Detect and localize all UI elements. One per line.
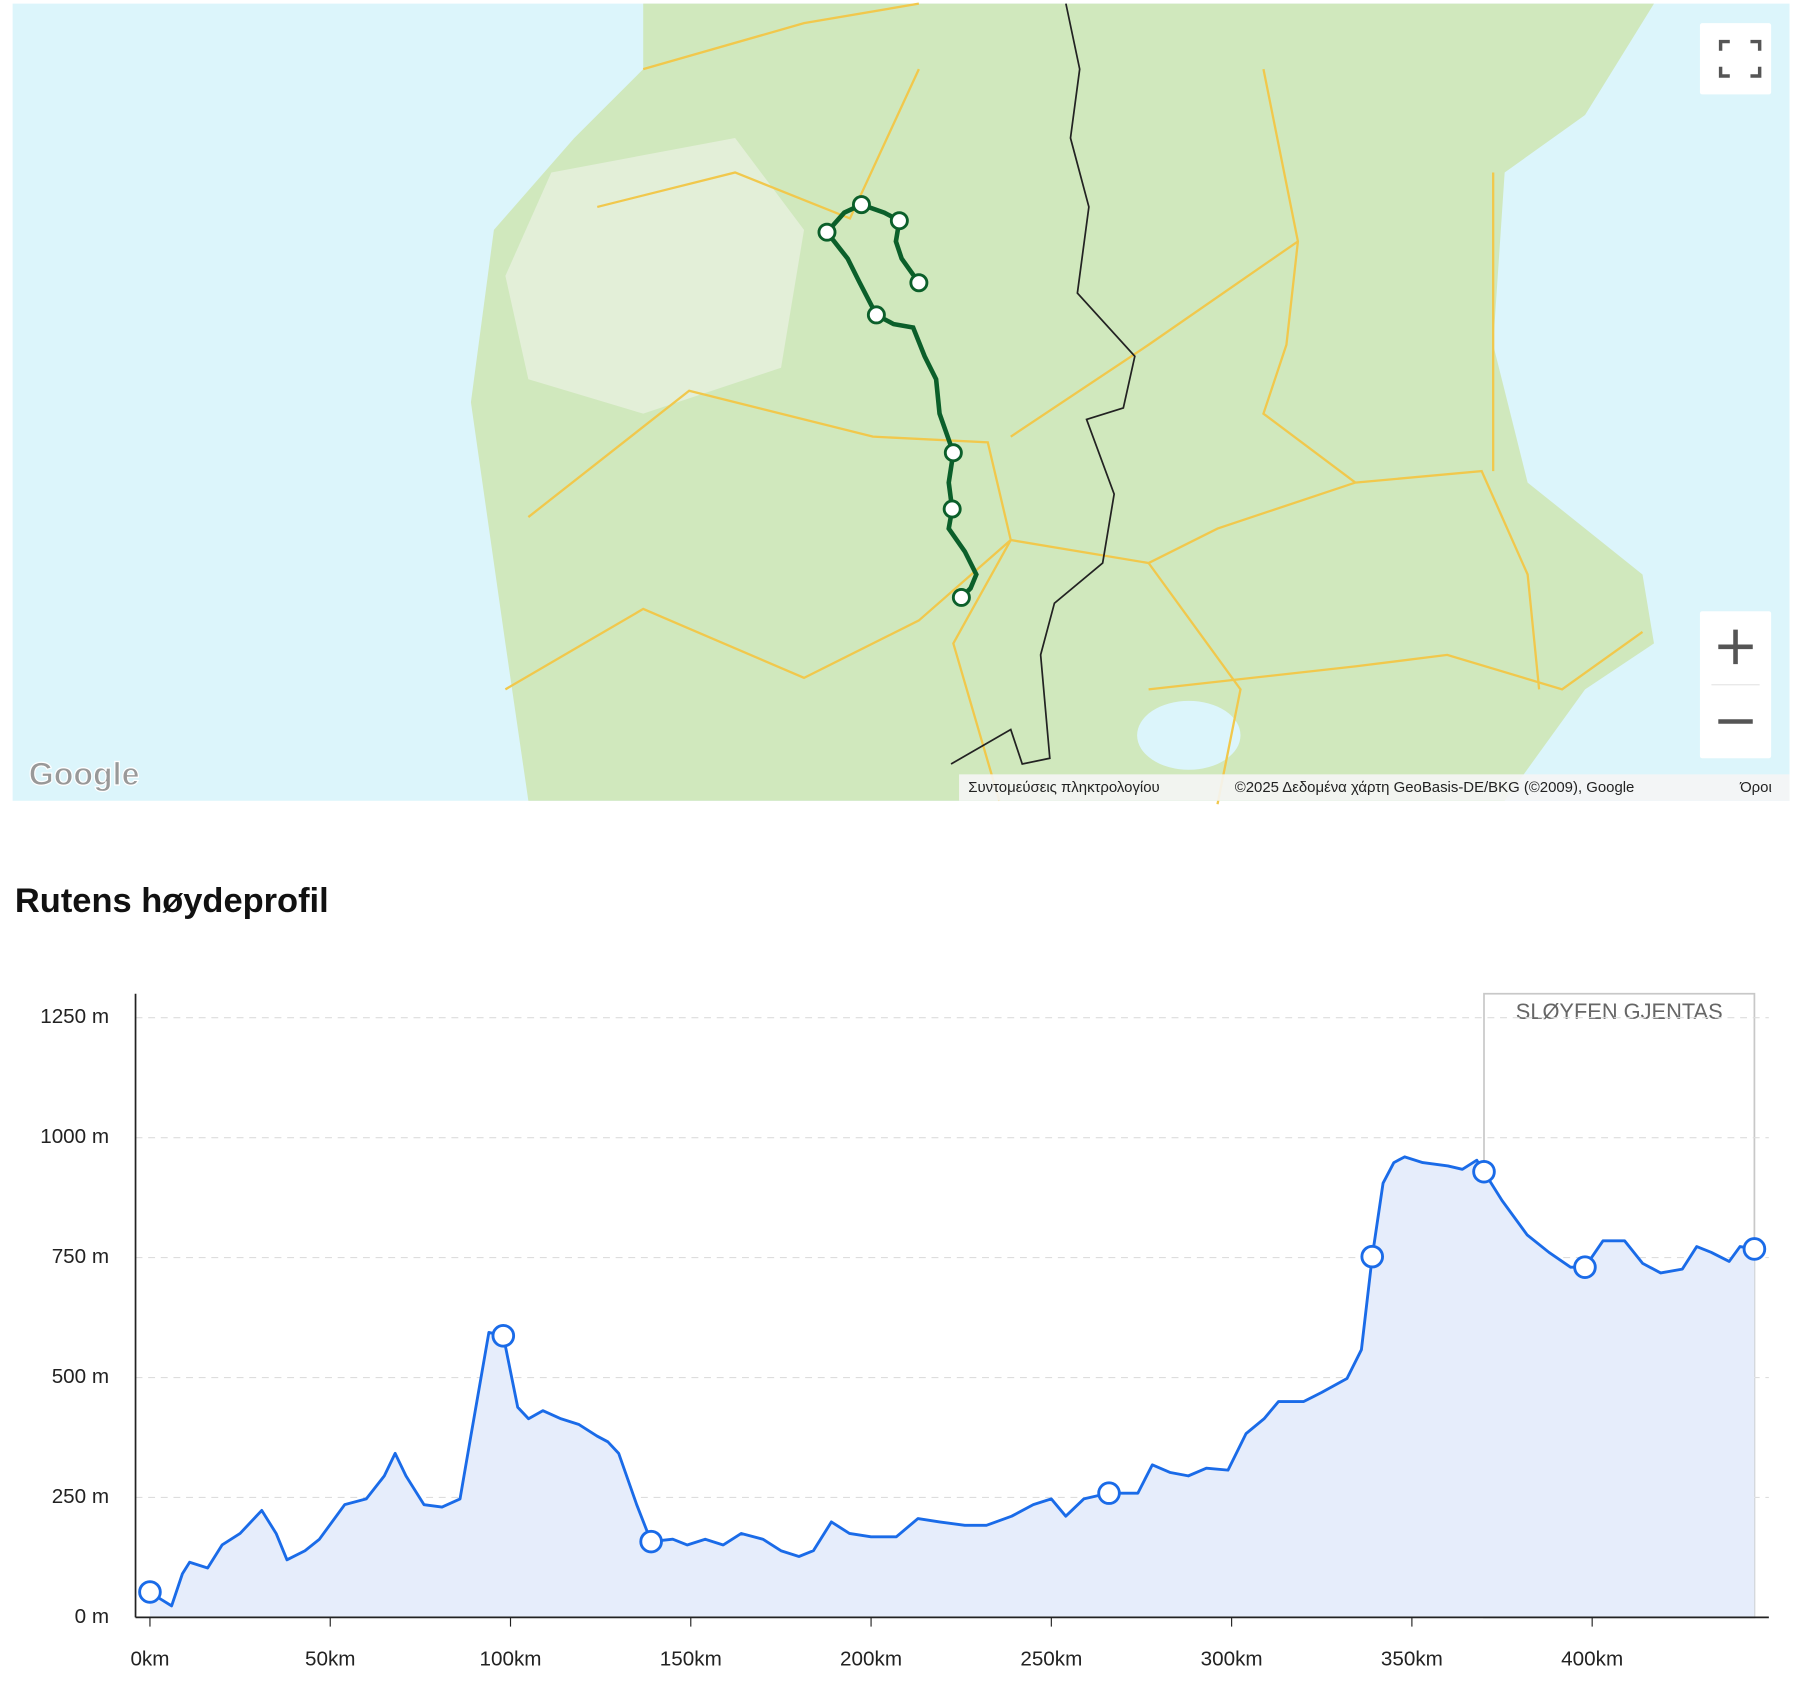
waypoint: [639, 1529, 663, 1554]
waypoint: [1742, 1237, 1767, 1261]
x-tick-label: 200km: [840, 1647, 902, 1670]
attribution-bar: [959, 774, 1790, 801]
google-logo: Google: [29, 756, 140, 792]
elevation-area: [149, 1156, 1755, 1618]
fullscreen-button[interactable]: [1699, 23, 1772, 95]
attribution: ©2025 Δεδομένα χάρτη GeoBasis-DE/BKG (©2…: [1235, 779, 1635, 796]
waypoint: [1097, 1481, 1121, 1505]
zoom-in[interactable]: [1718, 629, 1753, 665]
waypoint: [1360, 1244, 1385, 1269]
elevation-chart: SLØYFEN GJENTAS 0 m 250 m 500 m 750 m 1000 m 1…: [40, 992, 1769, 1670]
terms[interactable]: Όροι: [1739, 779, 1772, 796]
zoom-controls: [1699, 611, 1772, 759]
x-tick-label: 0km: [130, 1647, 169, 1670]
waypoint: [491, 1324, 516, 1348]
heading: Rutens høydeprofil: [15, 882, 329, 920]
y-tick-label: 0 m: [75, 1605, 109, 1628]
border: [950, 3, 1136, 766]
lake: [1137, 700, 1241, 770]
button-bg: [1699, 23, 1772, 95]
y-tick-label: 1250 m: [40, 1005, 109, 1028]
x-tick-label: 350km: [1381, 1647, 1443, 1670]
x-tick-label: 300km: [1201, 1647, 1263, 1670]
x-tick-label: 400km: [1561, 1647, 1623, 1670]
roads: [504, 2, 1644, 805]
waypoint: [1472, 1159, 1496, 1184]
x-tick-label: 250km: [1020, 1647, 1082, 1670]
y-tick-label: 250 m: [52, 1485, 109, 1508]
keyboard-shortcuts[interactable]: Συντομεύσεις πληκτρολογίου: [968, 779, 1159, 796]
x-tick-label: 100km: [480, 1647, 542, 1670]
loop-label: SLØYFEN GJENTAS: [1516, 999, 1723, 1024]
y-tick-label: 750 m: [52, 1245, 109, 1268]
map[interactable]: Google Συντομεύσεις πληκτρολογίου ©2025 …: [12, 2, 1790, 805]
route-stops: [817, 195, 971, 607]
y-tick-label: 1000 m: [40, 1125, 109, 1148]
mountains: [505, 138, 805, 414]
fullscreen-icon: [1718, 39, 1762, 78]
waypoint: [138, 1580, 162, 1604]
y-tick-label: 500 m: [52, 1365, 109, 1388]
waypoint: [1573, 1255, 1597, 1279]
x-tick-label: 50km: [305, 1647, 356, 1670]
x-tick-label: 150km: [660, 1647, 722, 1670]
